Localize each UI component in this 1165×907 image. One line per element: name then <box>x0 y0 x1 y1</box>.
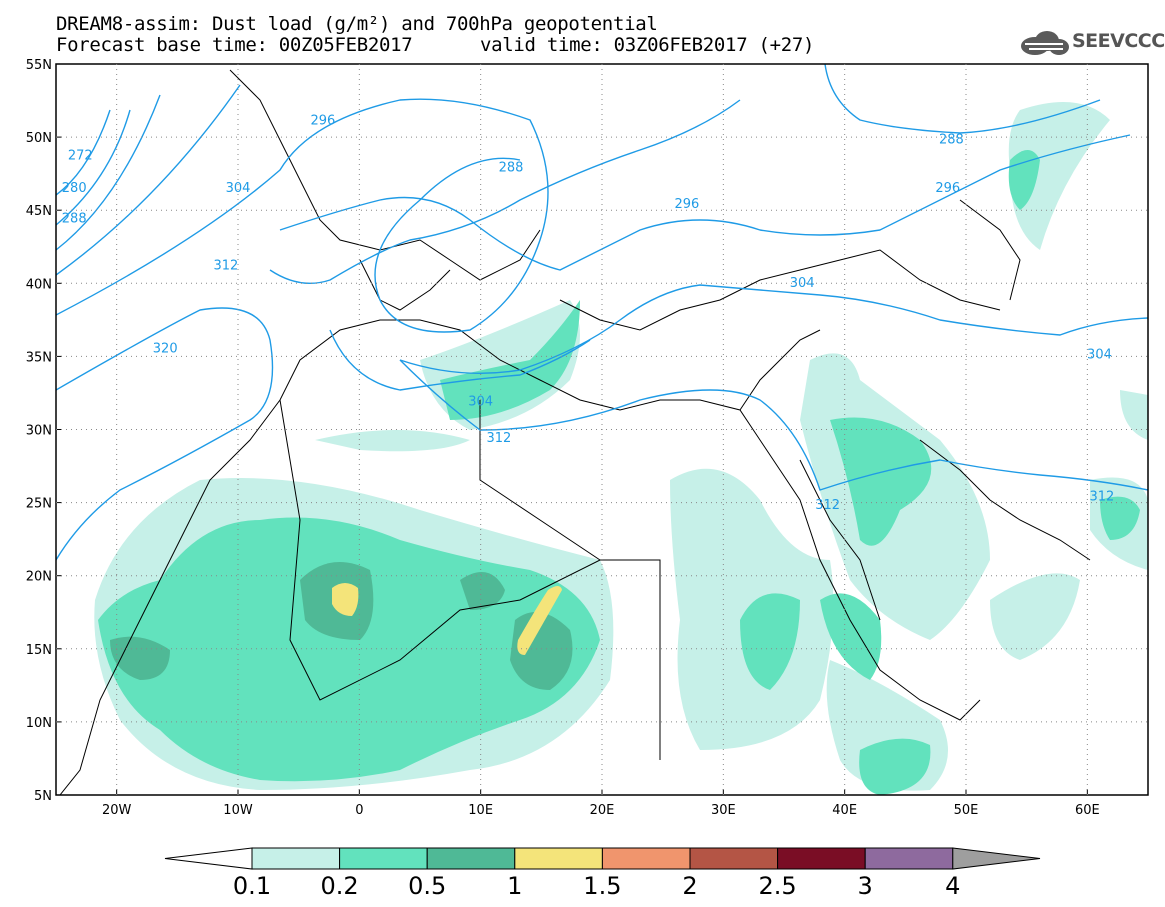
colorbar-cell <box>339 847 428 870</box>
lon-label: 20W <box>102 803 132 818</box>
colorbar-label: 2.5 <box>758 872 797 900</box>
colorbar-cell <box>601 847 691 870</box>
lon-label: 10E <box>468 803 493 818</box>
contour-label: 288 <box>499 160 524 175</box>
lon-label: 10W <box>223 803 253 818</box>
contour-label: 312 <box>815 498 840 513</box>
lat-label: 20N <box>26 570 52 585</box>
lat-label: 15N <box>26 643 52 658</box>
lon-label: 60E <box>1075 803 1100 818</box>
contour-label: 296 <box>935 181 960 196</box>
geopotential-contours <box>56 64 1148 561</box>
lat-label: 5N <box>34 789 52 804</box>
axis-labels: 55N 50N 45N 40N 35N 30N 25N 20N 15N 10N 5N 20W 10W 0 1… <box>26 58 1100 818</box>
colorbar-label: 0.2 <box>320 872 359 900</box>
contour-labels: 296 288 304 312 320 304 312 296 304 304 312 312 288 2… <box>62 114 1115 514</box>
cloud-icon <box>1021 31 1069 55</box>
contour-label: 288 <box>62 212 87 227</box>
colorbar-label: 3 <box>857 872 873 900</box>
colorbar-cell <box>251 847 341 870</box>
dust-map: 296 288 304 312 320 304 312 296 304 304 312 312 288 2… <box>26 58 1149 818</box>
map-title: DREAM8-assim: Dust load (g/m²) and 700hP… <box>56 13 658 35</box>
lat-label: 30N <box>26 424 52 439</box>
valid-time-label: valid time: 03Z06FEB2017 (+27) <box>480 34 815 56</box>
colorbar-label: 1.5 <box>583 872 622 900</box>
contour-label: 304 <box>790 276 815 291</box>
lon-label: 0 <box>355 803 363 818</box>
colorbar-cell <box>689 847 779 870</box>
contour-label: 304 <box>226 181 251 196</box>
colorbar-left-arrow <box>164 847 253 870</box>
colorbar-cell <box>514 847 603 870</box>
lat-label: 55N <box>26 58 52 73</box>
dust-shading <box>94 102 1148 795</box>
lat-label: 45N <box>26 204 52 219</box>
lat-label: 10N <box>26 716 52 731</box>
colorbar-label: 0.1 <box>232 872 272 900</box>
contour-label: 296 <box>311 114 336 129</box>
lon-label: 50E <box>954 803 979 818</box>
colorbar-label: 1 <box>507 872 523 900</box>
contour-label: 312 <box>1089 489 1114 504</box>
contour-label: 288 <box>939 133 964 148</box>
lon-label: 30E <box>711 803 736 818</box>
contour-label: 304 <box>468 394 493 409</box>
colorbar-label: 2 <box>682 872 698 900</box>
contour-label: 312 <box>213 258 238 273</box>
lat-label: 35N <box>26 350 52 365</box>
colorbar-label: 4 <box>945 872 961 900</box>
logo-text: SEEVCCC <box>1072 30 1165 52</box>
base-time-label: Forecast base time: 00Z05FEB2017 <box>56 34 413 56</box>
lat-label: 25N <box>26 497 52 512</box>
lon-label: 40E <box>832 803 857 818</box>
contour-label: 312 <box>486 431 511 446</box>
lat-label: 40N <box>26 277 52 292</box>
contour-label: 296 <box>675 197 700 212</box>
contour-label: 280 <box>62 181 87 196</box>
colorbar-cell <box>426 847 516 870</box>
colorbar-cell <box>864 847 954 870</box>
contour-label: 304 <box>1087 347 1112 362</box>
contour-label: 272 <box>68 149 93 164</box>
colorbar-cell <box>777 847 866 870</box>
lon-label: 20E <box>590 803 615 818</box>
colorbar-label: 0.5 <box>408 872 447 900</box>
lat-label: 50N <box>26 131 52 146</box>
colorbar-right-arrow <box>952 847 1041 870</box>
gridlines <box>56 64 1148 795</box>
contour-label: 320 <box>153 342 178 357</box>
